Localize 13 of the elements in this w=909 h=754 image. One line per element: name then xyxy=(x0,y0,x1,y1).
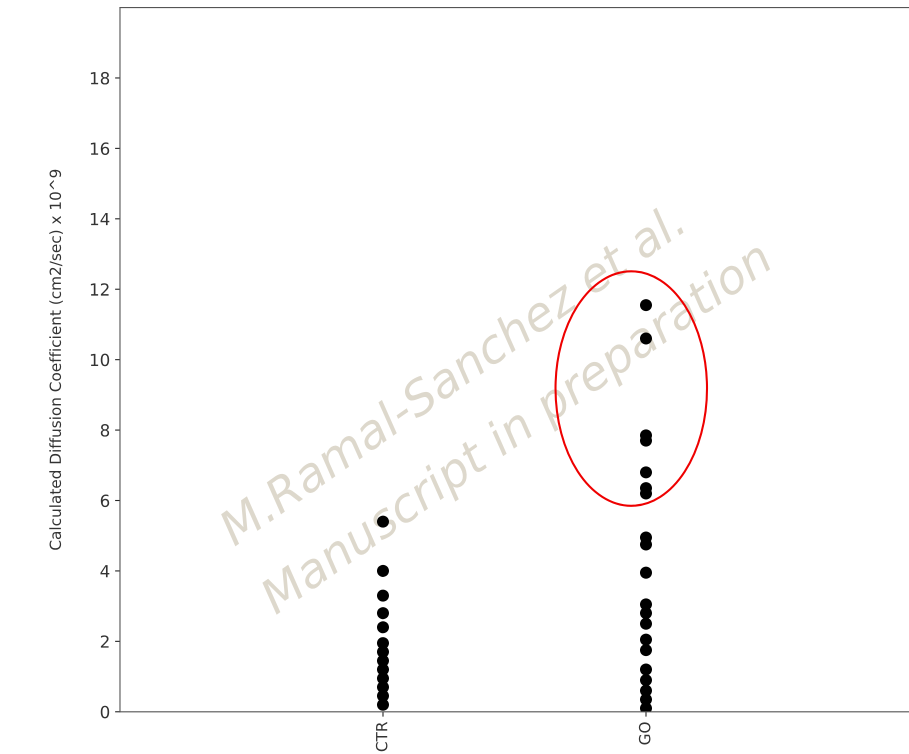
x-tick-label: GO xyxy=(638,722,650,745)
y-tick-label: 10 xyxy=(90,354,110,366)
y-tick-label: 16 xyxy=(90,142,110,155)
x-tick-label: CTR xyxy=(376,722,388,752)
y-tick-label: 2 xyxy=(100,635,109,648)
y-tick-label: 12 xyxy=(90,283,109,296)
y-tick-label: 0 xyxy=(100,706,110,718)
y-tick-label: 14 xyxy=(90,212,110,226)
y-tick-label: 6 xyxy=(100,494,110,508)
y-tick-label: 18 xyxy=(90,72,110,85)
y-tick-label: 8 xyxy=(100,424,110,437)
y-tick-label: 4 xyxy=(100,565,110,578)
y-axis-title: Calculated Diffusion Coefficient (cm2/sec) x 10^9 xyxy=(49,170,63,550)
